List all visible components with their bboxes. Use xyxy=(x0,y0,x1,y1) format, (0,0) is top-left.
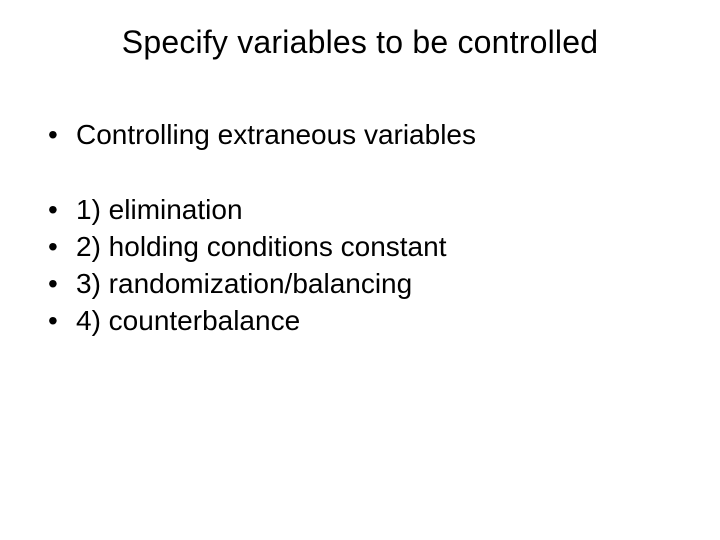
spacer xyxy=(40,154,680,192)
numbered-bullet-list: 1) elimination 2) holding conditions con… xyxy=(40,192,680,338)
list-item: 3) randomization/balancing xyxy=(40,266,680,301)
list-item: 2) holding conditions constant xyxy=(40,229,680,264)
intro-bullet: Controlling extraneous variables xyxy=(40,117,680,152)
list-item: 1) elimination xyxy=(40,192,680,227)
slide-title: Specify variables to be controlled xyxy=(40,24,680,61)
list-item: 4) counterbalance xyxy=(40,303,680,338)
bullet-list: Controlling extraneous variables xyxy=(40,117,680,152)
